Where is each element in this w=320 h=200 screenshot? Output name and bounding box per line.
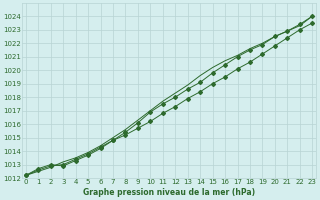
X-axis label: Graphe pression niveau de la mer (hPa): Graphe pression niveau de la mer (hPa)	[83, 188, 255, 197]
